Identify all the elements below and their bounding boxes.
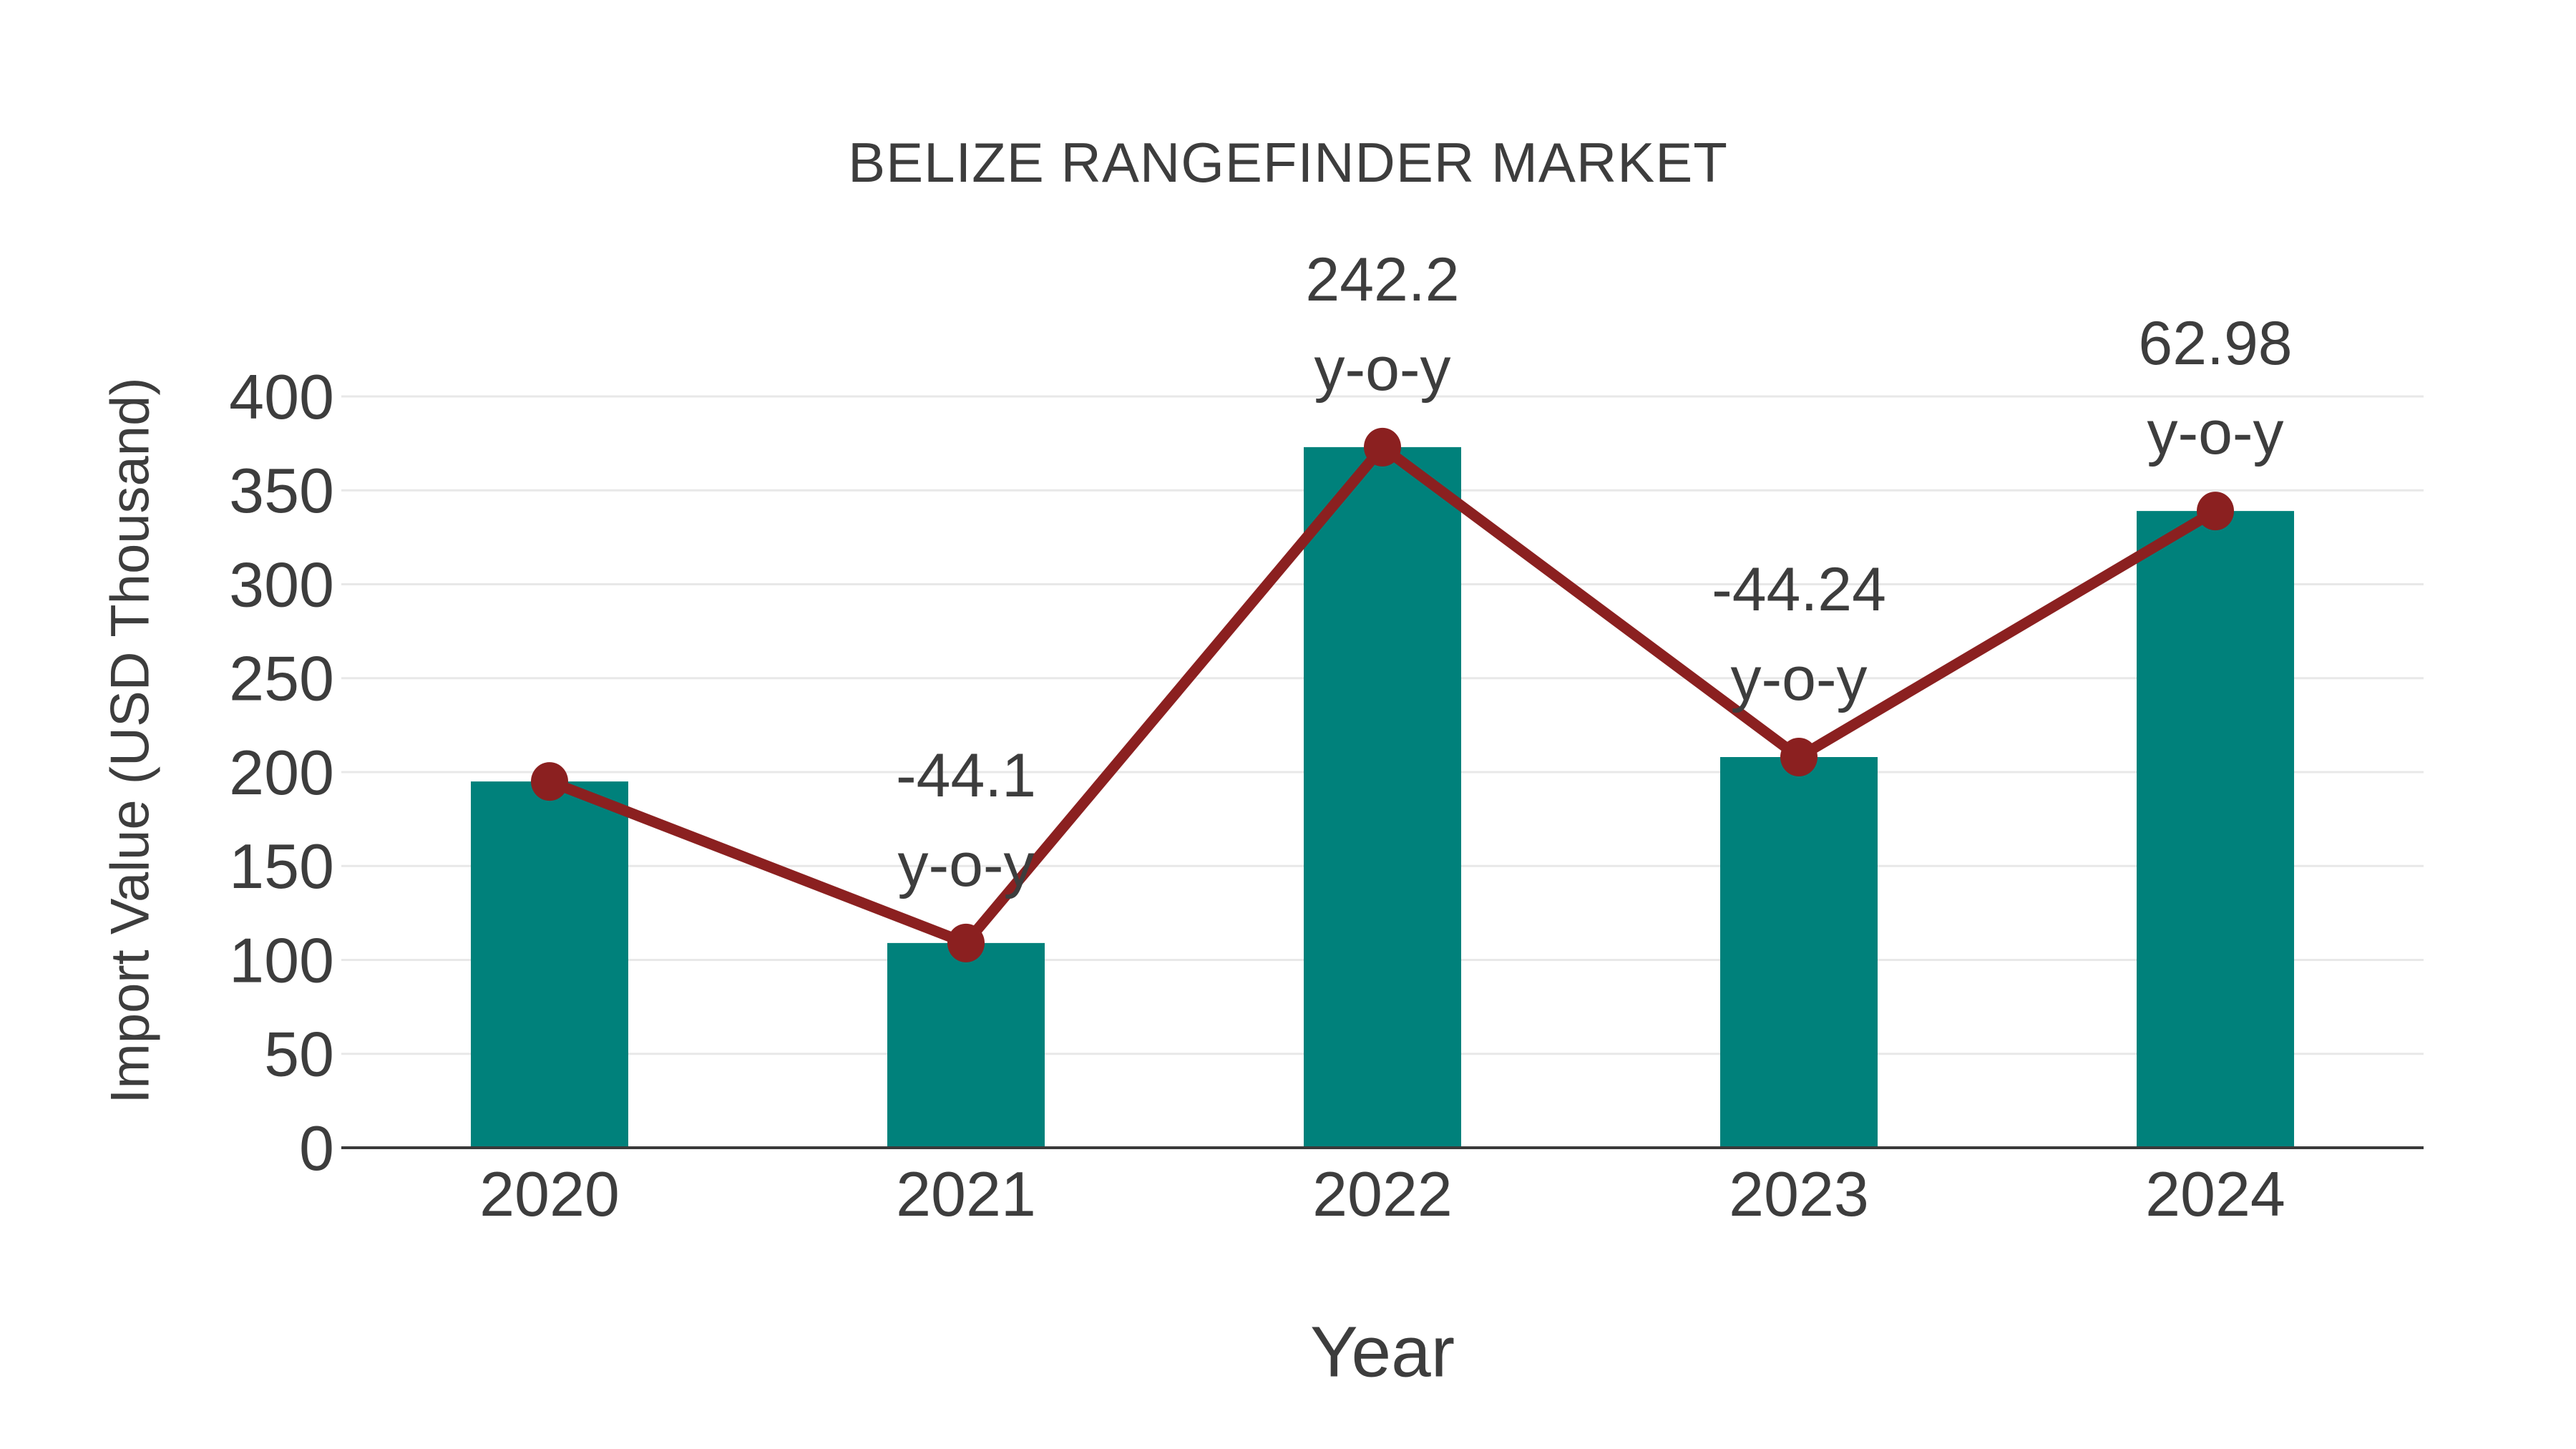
y-tick-label-0: 0 (299, 1113, 334, 1184)
marker-2022 (1364, 427, 1401, 467)
y-tick-label-150: 150 (229, 831, 334, 902)
y-tick-label-300: 300 (229, 549, 334, 620)
x-tick-label-2020: 2020 (479, 1158, 620, 1229)
x-tick-label-2024: 2024 (2145, 1158, 2285, 1229)
y-tick-label-250: 250 (229, 643, 334, 714)
bar-2022 (1304, 447, 1461, 1148)
x-tick-label-2021: 2021 (896, 1158, 1036, 1229)
annotation-value-2023: -44.24 (1712, 555, 1886, 624)
x-tick-label-2023: 2023 (1729, 1158, 1869, 1229)
bar-2024 (2137, 511, 2294, 1148)
bar-2023 (1720, 757, 1878, 1148)
y-tick-label-100: 100 (229, 924, 334, 995)
bar-2020 (471, 781, 628, 1148)
y-tick-label-350: 350 (229, 455, 334, 526)
annotation-unit-2024: y-o-y (2147, 399, 2283, 467)
chart-title: BELIZE RANGEFINDER MARKET (848, 131, 1728, 194)
x-axis-title: Year (1309, 1312, 1455, 1392)
y-tick-label-200: 200 (229, 737, 334, 808)
annotation-unit-2021: y-o-y (897, 831, 1034, 899)
annotation-value-2022: 242.2 (1305, 245, 1459, 314)
marker-2024 (2197, 492, 2234, 531)
y-tick-label-50: 50 (264, 1019, 334, 1090)
marker-2023 (1780, 738, 1818, 776)
annotation-value-2021: -44.1 (896, 741, 1036, 810)
annotation-value-2024: 62.98 (2138, 309, 2292, 378)
annotation-unit-2023: y-o-y (1730, 645, 1867, 713)
marker-2020 (531, 762, 568, 801)
y-tick-label-400: 400 (229, 361, 334, 432)
annotation-unit-2022: y-o-y (1314, 335, 1450, 404)
x-tick-label-2022: 2022 (1312, 1158, 1453, 1229)
bar-2021 (887, 942, 1045, 1148)
marker-2021 (947, 923, 985, 962)
